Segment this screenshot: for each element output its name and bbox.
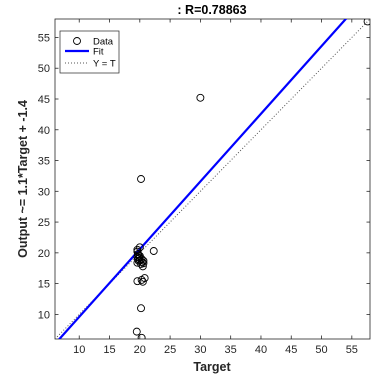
fit-line — [57, 19, 348, 339]
x-tick-label: 50 — [315, 344, 327, 356]
x-tick-label: 35 — [225, 344, 237, 356]
legend-label-data: Data — [93, 37, 114, 48]
data-point — [138, 258, 147, 267]
data-point — [138, 277, 147, 286]
legend-marker-data — [73, 37, 81, 45]
data-point — [137, 275, 146, 284]
data-point — [137, 255, 146, 263]
x-axis-ticks: 10 15 20 25 30 35 40 45 50 55 — [73, 19, 358, 356]
y-axis-label: Output ~= 1.1*Target + -1.4 — [16, 100, 30, 258]
y-tick-label: 50 — [38, 63, 50, 75]
x-tick-label: 30 — [194, 344, 206, 356]
legend-label-fit: Fit — [93, 47, 104, 58]
x-tick-label: 10 — [73, 344, 85, 356]
data-point — [137, 304, 145, 313]
data-point — [132, 327, 141, 336]
x-axis-label: Target — [193, 360, 231, 374]
x-tick-label: 15 — [103, 344, 115, 356]
data-points — [132, 19, 370, 339]
x-tick-label: 25 — [164, 344, 176, 356]
y-tick-label: 30 — [38, 186, 50, 198]
data-point — [138, 262, 147, 271]
data-point — [196, 93, 205, 102]
y-tick-label: 45 — [38, 94, 50, 106]
legend: Data Fit Y = T — [59, 30, 120, 74]
y-axis-ticks: 10 15 20 25 30 35 40 45 50 55 — [38, 32, 370, 321]
x-tick-label: 55 — [346, 344, 358, 356]
x-tick-label: 45 — [285, 344, 297, 356]
data-point — [363, 19, 370, 26]
y-tick-label: 35 — [38, 156, 50, 168]
chart-title: : R=0.78863 — [177, 3, 246, 17]
x-tick-label: 40 — [255, 344, 267, 356]
data-point — [139, 259, 148, 268]
y-tick-label: 20 — [38, 248, 50, 260]
fit-lines — [55, 19, 370, 339]
data-point — [133, 277, 142, 286]
y-tick-label: 10 — [38, 309, 50, 321]
data-point — [137, 175, 145, 183]
y-tick-label: 55 — [38, 32, 50, 44]
x-tick-label: 20 — [134, 344, 146, 356]
data-point — [137, 333, 146, 339]
data-point — [149, 247, 158, 255]
y-tick-label: 25 — [38, 217, 50, 229]
y-tick-label: 15 — [38, 279, 50, 291]
legend-label-identity: Y = T — [93, 59, 116, 70]
y-tick-label: 40 — [38, 125, 50, 137]
